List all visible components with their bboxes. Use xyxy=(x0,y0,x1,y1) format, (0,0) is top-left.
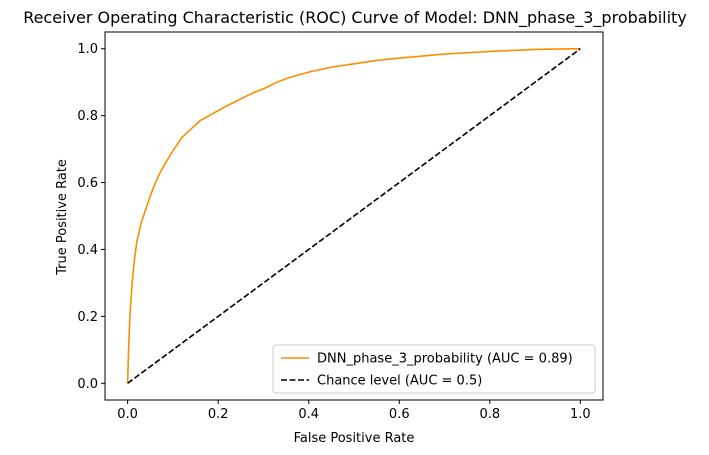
x-tick-label: 0.4 xyxy=(298,407,319,422)
y-tick-label: 0.6 xyxy=(77,176,98,191)
legend-label-1: Chance level (AUC = 0.5) xyxy=(317,374,482,389)
y-tick-label: 1.0 xyxy=(77,42,98,57)
y-tick-label: 0.4 xyxy=(77,243,98,258)
chart-title: Receiver Operating Characteristic (ROC) … xyxy=(23,8,687,28)
axes-frame xyxy=(104,31,604,401)
x-tick-label: 0.6 xyxy=(389,407,410,422)
legend-box xyxy=(272,344,596,394)
y-tick-label: 0.0 xyxy=(77,377,98,392)
x-axis-label: False Positive Rate xyxy=(294,431,415,446)
legend-label-0: DNN_phase_3_probability (AUC = 0.89) xyxy=(317,352,573,367)
legend: DNN_phase_3_probability (AUC = 0.89) Chan… xyxy=(272,344,596,394)
y-tick-label: 0.2 xyxy=(77,310,98,325)
series-line-1 xyxy=(127,48,581,384)
x-tick-label: 1.0 xyxy=(570,407,591,422)
series-line-0 xyxy=(126,47,581,384)
x-tick-label: 0.0 xyxy=(117,407,138,422)
y-axis-label: True Positive Rate xyxy=(55,159,70,276)
x-tick-label: 0.8 xyxy=(479,407,500,422)
y-tick-label: 0.8 xyxy=(77,109,98,124)
plot-area xyxy=(126,47,581,384)
x-tick-label: 0.2 xyxy=(208,407,229,422)
y-axis-ticks: 0.0 0.2 0.4 0.6 0.8 1.0 xyxy=(77,42,105,392)
x-axis-ticks: 0.0 0.2 0.4 0.6 0.8 1.0 xyxy=(117,400,591,422)
